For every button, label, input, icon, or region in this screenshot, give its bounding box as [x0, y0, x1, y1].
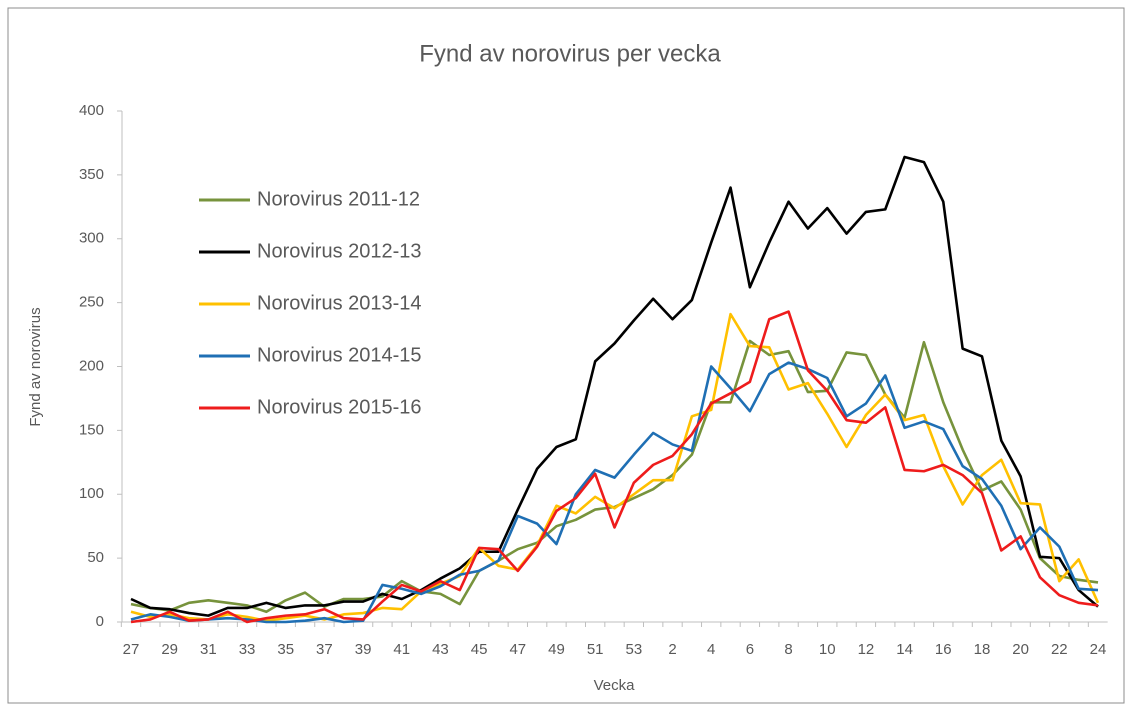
legend-label: Norovirus 2011-12 — [257, 188, 420, 210]
x-tick-label: 18 — [974, 641, 991, 658]
x-tick-label: 24 — [1090, 641, 1107, 658]
series-line — [130, 361, 1099, 624]
y-tick-label: 0 — [96, 613, 104, 630]
legend-label: Norovirus 2015-16 — [257, 396, 422, 418]
chart-title: Fynd av norovirus per vecka — [419, 40, 721, 67]
y-tick-label: 50 — [87, 549, 104, 566]
x-tick-label: 41 — [393, 641, 410, 658]
x-tick-label: 43 — [432, 641, 449, 658]
x-tick-label: 39 — [355, 641, 372, 658]
y-tick-label: 400 — [79, 102, 104, 119]
x-tick-label: 51 — [587, 641, 604, 658]
y-tick-label: 100 — [79, 485, 104, 502]
chart-border — [7, 7, 1125, 704]
series-line — [130, 155, 1099, 617]
x-tick-label: 29 — [161, 641, 178, 658]
x-tick-label: 27 — [123, 641, 140, 658]
x-tick-label: 35 — [277, 641, 294, 658]
x-tick-label: 31 — [200, 641, 217, 658]
y-tick-label: 150 — [79, 421, 104, 438]
x-tick-label: 6 — [746, 641, 754, 658]
y-tick-label: 350 — [79, 166, 104, 183]
series-line — [130, 310, 1099, 624]
x-tick-label: 16 — [935, 641, 952, 658]
x-tick-label: 53 — [625, 641, 642, 658]
legend-label: Norovirus 2012-13 — [257, 240, 422, 262]
legend-label: Norovirus 2014-15 — [257, 344, 422, 366]
x-tick-label: 37 — [316, 641, 333, 658]
x-tick-label: 22 — [1051, 641, 1068, 658]
x-tick-label: 20 — [1012, 641, 1029, 658]
y-tick-label: 300 — [79, 230, 104, 247]
x-tick-label: 12 — [858, 641, 875, 658]
series-line — [130, 312, 1100, 623]
x-tick-label: 2 — [668, 641, 676, 658]
x-tick-label: 45 — [471, 641, 488, 658]
y-tick-label: 250 — [79, 294, 104, 311]
x-tick-label: 4 — [707, 641, 715, 658]
x-tick-label: 33 — [239, 641, 256, 658]
y-axis-title: Fynd av norovirus — [27, 307, 44, 426]
x-tick-label: 47 — [509, 641, 526, 658]
x-tick-label: 49 — [548, 641, 565, 658]
x-tick-label: 10 — [819, 641, 836, 658]
x-axis-title: Vecka — [594, 677, 636, 694]
legend-label: Norovirus 2013-14 — [257, 292, 422, 314]
x-tick-label: 8 — [784, 641, 792, 658]
y-tick-label: 200 — [79, 357, 104, 374]
x-tick-label: 14 — [896, 641, 913, 658]
